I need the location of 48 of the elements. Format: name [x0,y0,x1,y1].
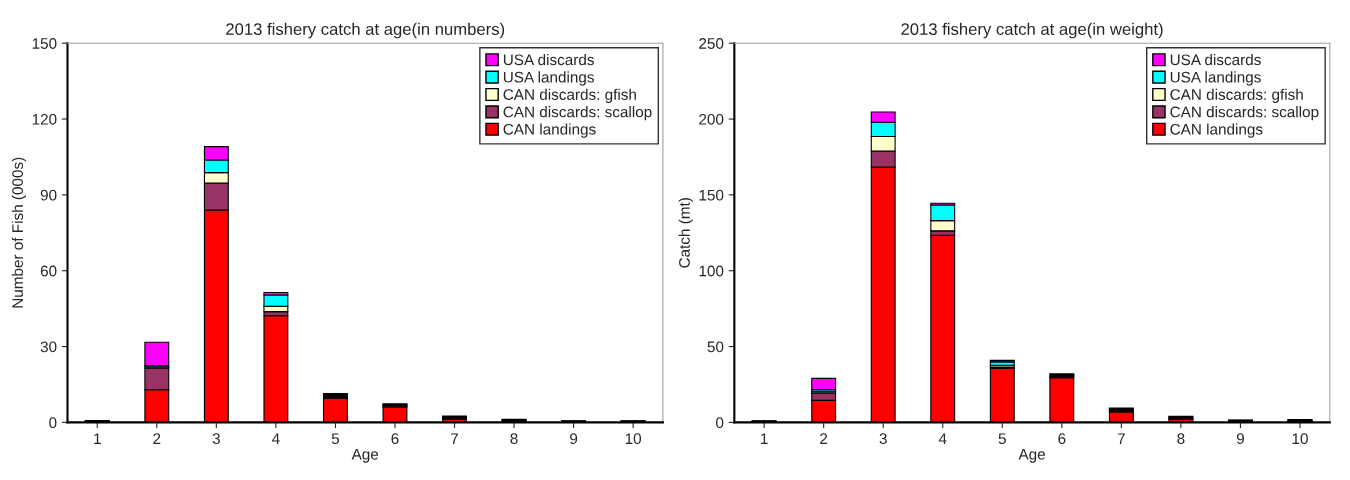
x-tick-label: 4 [271,433,280,444]
y-tick-label: 0 [716,417,724,429]
x-tick-label: 3 [879,433,887,445]
x-tick-label: 5 [998,433,1006,445]
y-axis-title: Catch (mt) [678,198,693,268]
y-tick-label: 0 [49,417,57,429]
x-tick-label: 9 [570,433,578,445]
legend-label: CAN discards: scallop [1170,106,1319,121]
x-tick-label: 1 [761,433,768,444]
legend-label: CAN landings [1170,123,1263,138]
legend-label: USA discards [503,53,594,66]
y-tick-label: 150 [699,189,724,201]
legend-label: USA landings [503,71,594,86]
y-tick-label: 60 [40,265,57,277]
y-tick-label: 90 [40,189,57,201]
x-axis-title: Age [351,449,379,463]
x-tick-label: 7 [451,433,458,444]
x-tick-label: 10 [1292,433,1308,445]
x-tick-label: 8 [510,433,518,445]
legend-label: USA discards [1170,53,1261,66]
x-tick-label: 3 [212,433,220,445]
legend-label: CAN discards: gfish [503,88,636,103]
x-tick-label: 7 [1117,433,1125,444]
y-tick-label: 120 [32,113,57,125]
chart-title: 2013 fishery catch at age(in numbers) [226,22,505,39]
x-tick-label: 2 [820,433,828,444]
x-tick-label: 6 [1058,433,1066,445]
y-tick-label: 250 [699,38,724,49]
x-tick-label: 10 [625,433,642,445]
y-tick-label: 200 [699,113,724,125]
y-tick-label: 100 [699,265,724,277]
x-tick-label: 1 [94,433,101,444]
x-tick-label: 5 [331,433,340,445]
y-tick-label: 30 [40,341,57,353]
legend-label: CAN landings [503,123,596,138]
chart-title: 2013 fishery catch at age(in weight) [901,22,1163,39]
y-tick-label: 150 [32,38,57,49]
x-tick-label: 6 [391,433,399,445]
y-tick-label: 50 [707,341,724,353]
legend-label: CAN discards: scallop [503,106,652,121]
x-tick-label: 2 [153,433,161,444]
x-axis-title: Age [1018,449,1045,463]
legend-label: CAN discards: gfish [1170,88,1303,103]
y-axis-title: Number of Fish (000s) [11,157,27,308]
x-tick-label: 4 [938,433,947,444]
x-tick-label: 8 [1177,433,1185,445]
legend-label: USA landings [1170,71,1261,86]
x-tick-label: 9 [1236,433,1244,445]
